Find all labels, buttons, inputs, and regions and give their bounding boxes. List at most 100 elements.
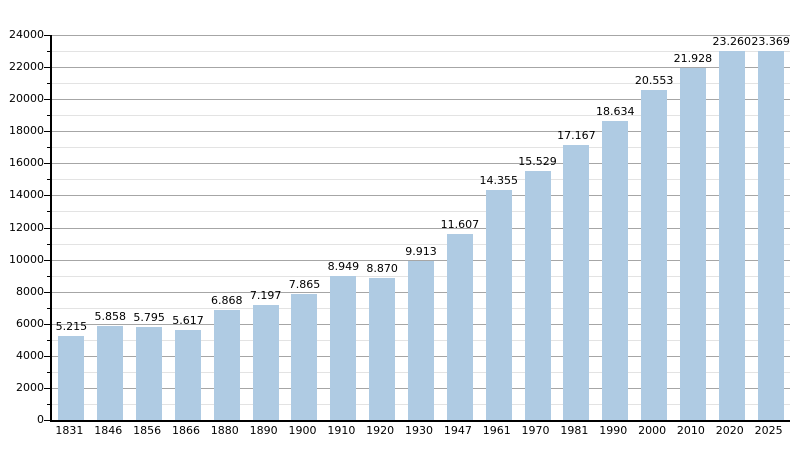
- bar-1890: [252, 304, 279, 420]
- y-axis-tick-label: 18000: [9, 124, 44, 138]
- bar-1961: [485, 189, 512, 420]
- x-axis-tick-label: 2010: [676, 424, 705, 437]
- x-axis-tick-label: 1890: [249, 424, 278, 437]
- minor-tick: [47, 307, 50, 309]
- bar-1846: [97, 326, 124, 420]
- major-gridline: [52, 227, 790, 229]
- bar-slot-1910: 8.949: [324, 35, 363, 420]
- bar-slot-1866: 5.617: [169, 35, 208, 420]
- minor-gridline: [52, 115, 790, 117]
- bar-slot-1890: 7.197: [246, 35, 285, 420]
- bar-value-label: 5.215: [55, 320, 88, 334]
- bar-2010: [679, 68, 706, 420]
- bar-slot-1970: 15.529: [518, 35, 557, 420]
- y-axis-tick-label: 10000: [9, 252, 44, 266]
- bar-slot-1900: 7.865: [285, 35, 324, 420]
- minor-tick: [47, 371, 50, 373]
- x-axis-tick-label: 1910: [327, 424, 356, 437]
- minor-tick: [47, 403, 50, 405]
- minor-tick: [47, 83, 50, 85]
- y-axis-tick-label: 2000: [16, 380, 44, 394]
- y-axis-tick-label: 20000: [9, 92, 44, 106]
- minor-gridline: [52, 147, 790, 149]
- major-tick: [44, 227, 50, 229]
- minor-tick: [47, 179, 50, 181]
- bar-slot-1920: 8.870: [363, 35, 402, 420]
- bar-1856: [136, 327, 163, 420]
- bar-value-label: 9.913: [405, 245, 437, 258]
- major-tick: [44, 259, 50, 261]
- minor-gridline: [52, 243, 790, 245]
- major-gridline: [52, 67, 790, 69]
- bar-slot-2010: 21.928: [674, 35, 713, 420]
- bar-value-label: 15.529: [518, 154, 557, 168]
- bar-2025: [757, 51, 784, 420]
- major-tick: [44, 420, 50, 421]
- bar-slot-1856: 5.795: [130, 35, 169, 420]
- bar-1920: [369, 277, 396, 420]
- major-gridline: [52, 35, 790, 36]
- bar-slot-1981: 17.167: [557, 35, 596, 420]
- x-axis-tick-label: 2000: [638, 424, 667, 437]
- major-gridline: [52, 131, 790, 133]
- x-axis-tick-label: 1981: [560, 424, 589, 437]
- bar-2000: [641, 90, 668, 420]
- bar-slot-1990: 18.634: [596, 35, 635, 420]
- bar-value-label: 11.607: [440, 217, 480, 231]
- bar-value-label: 8.949: [327, 260, 360, 274]
- minor-tick: [47, 51, 50, 53]
- bar-value-label: 14.355: [479, 173, 518, 187]
- bar-slot-1961: 14.355: [479, 35, 518, 420]
- y-axis-tick-label: 4000: [16, 348, 44, 362]
- bar-1866: [174, 329, 201, 420]
- bar-slot-1846: 5.858: [91, 35, 130, 420]
- bar-slot-1880: 6.868: [207, 35, 246, 420]
- bar-1947: [446, 233, 473, 420]
- major-tick: [44, 35, 50, 36]
- y-axis-tick-label: 16000: [9, 156, 44, 170]
- x-axis-tick-label: 2025: [754, 424, 783, 437]
- minor-tick: [47, 339, 50, 341]
- bar-value-label: 17.167: [557, 128, 596, 142]
- major-gridline: [52, 99, 790, 101]
- bar-value-label: 8.870: [366, 261, 398, 275]
- bar-value-label: 5.617: [172, 313, 204, 327]
- plot-area: 5.215 5.858 5.795 5.617 6.868 7.197 7.865 8.949…: [44, 35, 790, 422]
- major-gridline: [52, 259, 790, 261]
- major-tick: [44, 355, 50, 357]
- y-axis-tick-label: 12000: [9, 220, 44, 234]
- x-axis-tick-label: 1831: [55, 424, 84, 437]
- bar-slot-1831: 5.215: [52, 35, 91, 420]
- bar-1970: [524, 170, 551, 420]
- x-axis-tick-label: 1930: [405, 424, 434, 437]
- major-tick: [44, 67, 50, 69]
- bar-1990: [602, 121, 629, 420]
- bar-value-label: 20.553: [634, 74, 674, 88]
- bar-value-label: 23.369: [751, 35, 790, 48]
- x-axis-tick-label: 2020: [715, 424, 744, 437]
- minor-tick: [47, 243, 50, 245]
- major-tick: [44, 99, 50, 101]
- bar-value-label: 7.865: [288, 277, 321, 291]
- bar-value-label: 6.868: [211, 293, 243, 307]
- y-axis-tick-label: 24000: [9, 28, 44, 41]
- bar-1930: [408, 261, 435, 420]
- bar-value-label: 23.260: [712, 35, 752, 48]
- x-axis-tick-label: 1866: [171, 424, 200, 437]
- minor-gridline: [52, 83, 790, 85]
- bar-1831: [58, 336, 85, 420]
- bar-1910: [330, 276, 357, 420]
- major-tick: [44, 387, 50, 389]
- x-axis-tick-label: 1846: [94, 424, 123, 437]
- bar-slot-1930: 9.913: [402, 35, 441, 420]
- bar-value-label: 18.634: [595, 105, 635, 119]
- bar-slot-2000: 20.553: [635, 35, 674, 420]
- bar-slot-2025: 23.369: [751, 35, 790, 420]
- bar-slot-1947: 11.607: [440, 35, 479, 420]
- x-axis-tick-label: 1900: [288, 424, 317, 437]
- bar-1880: [213, 309, 240, 420]
- bar-1981: [563, 144, 590, 420]
- minor-gridline: [52, 179, 790, 181]
- y-axis-tick-label: 8000: [16, 284, 44, 298]
